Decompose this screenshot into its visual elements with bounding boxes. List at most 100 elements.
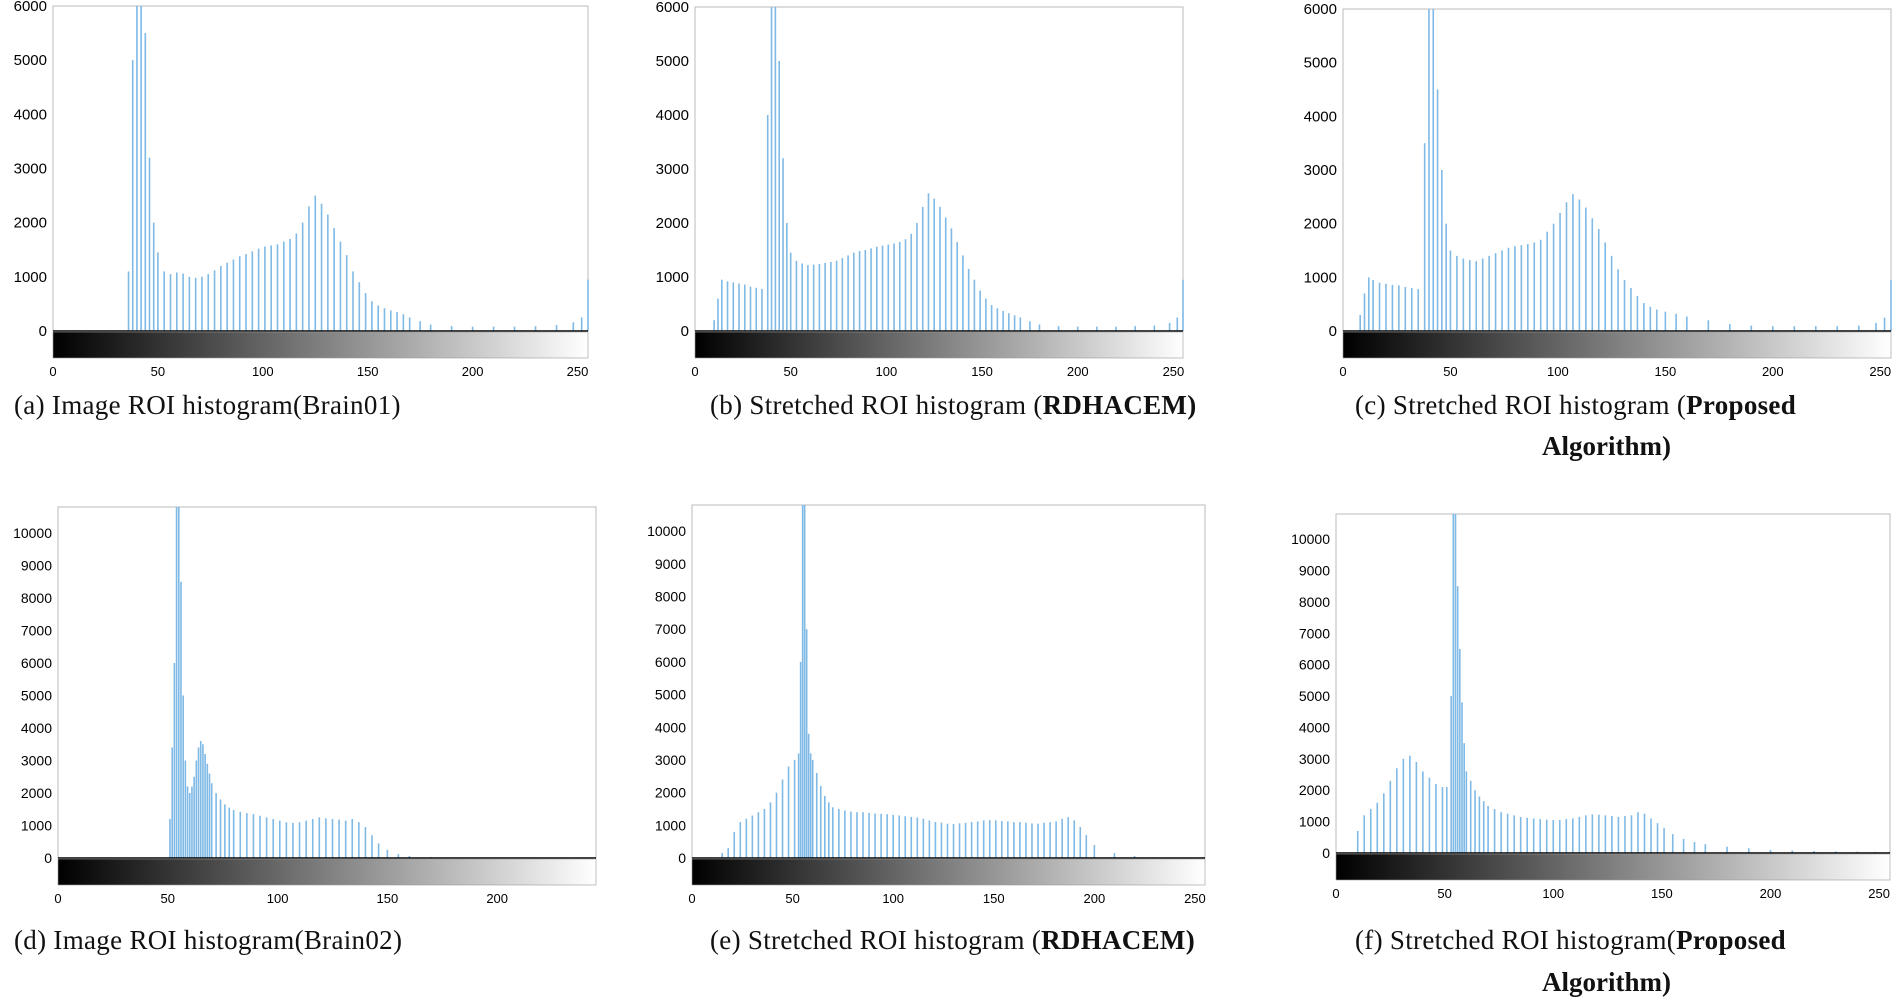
histogram-bar: [950, 228, 953, 331]
y-tick-label: 3000: [656, 161, 689, 178]
caption-bold-text: RDHACEM): [1041, 925, 1195, 955]
histogram-bar: [215, 793, 217, 858]
histogram-bar: [1545, 819, 1548, 853]
histogram-bar: [1428, 777, 1431, 853]
histogram-bar: [1814, 326, 1817, 331]
histogram-bar: [1478, 796, 1481, 853]
histogram-bar: [1604, 242, 1606, 331]
histogram-bar: [1133, 856, 1136, 858]
histogram-bar: [1061, 818, 1063, 858]
histogram-bar: [1875, 322, 1877, 331]
histogram-bar: [338, 819, 340, 858]
histogram-bar: [232, 259, 235, 331]
y-tick-label: 1000: [1304, 269, 1337, 286]
histogram-bar: [1057, 326, 1060, 331]
histogram-bar: [358, 282, 361, 331]
histogram-bar: [364, 827, 367, 858]
histogram-bar: [144, 33, 147, 331]
histogram-bar: [1747, 848, 1750, 853]
caption-second-line: Algorithm): [1542, 431, 1671, 461]
histogram-bar: [1067, 817, 1069, 858]
histogram-bar: [1007, 821, 1009, 858]
histogram-bar: [1610, 255, 1613, 331]
x-tick-label: 250: [1184, 891, 1206, 906]
histogram-bar: [838, 808, 840, 858]
histogram-bar: [1883, 317, 1886, 331]
histogram-bar: [862, 812, 864, 858]
histogram-bar: [1013, 822, 1015, 858]
histogram-bar: [1031, 823, 1033, 858]
histogram-bar: [1363, 815, 1366, 853]
histogram-bar: [1643, 813, 1646, 853]
y-tick-label: 7000: [21, 623, 52, 639]
y-tick-label: 3000: [14, 161, 47, 178]
y-tick-label: 8000: [21, 590, 52, 606]
histogram-bar: [1532, 818, 1535, 853]
histogram-bar: [761, 288, 763, 331]
histogram-bar: [1675, 313, 1677, 331]
histogram-bar: [213, 270, 216, 331]
y-tick-label: 2000: [656, 215, 689, 232]
x-tick-label: 100: [876, 364, 898, 379]
histogram-bar: [1558, 820, 1561, 853]
y-tick-label: 4000: [656, 107, 689, 124]
histogram-bar: [1093, 844, 1096, 858]
y-tick-label: 5000: [1304, 55, 1337, 72]
x-tick-label: 250: [1868, 886, 1890, 901]
histogram-bar: [1487, 805, 1489, 853]
panel-caption: (d) Image ROI histogram(Brain02): [14, 919, 402, 961]
histogram-bar: [327, 214, 329, 331]
histogram-bar: [743, 284, 746, 331]
y-tick-label: 9000: [655, 556, 686, 572]
histogram-bar: [194, 277, 197, 331]
x-tick-label: 50: [785, 891, 799, 906]
caption-text: (b) Stretched ROI histogram (: [710, 390, 1043, 420]
histogram-bar: [738, 283, 740, 331]
y-tick-label: 4000: [21, 720, 52, 736]
histogram-bar: [910, 816, 913, 858]
histogram-bar: [140, 6, 142, 331]
histogram-bar: [186, 786, 189, 858]
histogram-bar: [864, 250, 867, 331]
histogram-bar: [265, 817, 268, 858]
histogram-bar: [1565, 202, 1568, 331]
caption-second-line: Algorithm): [1542, 967, 1671, 997]
histogram-bar: [1597, 229, 1600, 331]
histogram-bar: [973, 279, 976, 331]
histogram-bar: [175, 507, 178, 858]
histogram-panel-c: 0 1000 2000 3000 4000 5000 6000 0 50 100 150 200 250: [1304, 1, 1892, 379]
y-tick-label: 8000: [655, 589, 686, 605]
x-tick-label: 100: [1542, 886, 1564, 901]
histogram-bar: [580, 317, 583, 331]
histogram-bar: [1539, 819, 1542, 853]
histogram-bar: [1013, 315, 1016, 331]
y-tick-label: 4000: [1299, 719, 1330, 735]
histogram-bar: [207, 274, 210, 331]
histogram-bar: [1367, 277, 1370, 331]
x-tick-label: 0: [54, 891, 61, 906]
histogram-bar: [252, 814, 255, 858]
y-tick-label: 3000: [1299, 751, 1330, 767]
histogram-bar: [1441, 787, 1444, 853]
histogram-bar: [1526, 817, 1528, 853]
x-tick-label: 250: [1869, 364, 1891, 379]
histogram-bar: [870, 248, 872, 331]
histogram-bar: [922, 818, 925, 858]
histogram-bar: [1552, 820, 1555, 853]
histogram-bar: [397, 854, 400, 858]
histogram-bar: [1449, 250, 1452, 331]
histogram-bar: [408, 317, 411, 331]
x-tick-label: 50: [1437, 886, 1451, 901]
panel-caption: (e) Stretched ROI histogram (RDHACEM): [710, 919, 1195, 961]
histogram-bar: [201, 276, 203, 331]
histogram-bar: [1417, 289, 1420, 331]
panel-caption: (b) Stretched ROI histogram (RDHACEM): [710, 384, 1197, 426]
histogram-bar: [1482, 801, 1485, 853]
x-tick-label: 150: [357, 364, 379, 379]
histogram-bar: [220, 266, 222, 331]
histogram-bar: [195, 760, 198, 858]
histogram-bar: [1591, 814, 1594, 853]
histogram-bar: [958, 823, 961, 858]
histogram-bar: [1649, 306, 1652, 331]
